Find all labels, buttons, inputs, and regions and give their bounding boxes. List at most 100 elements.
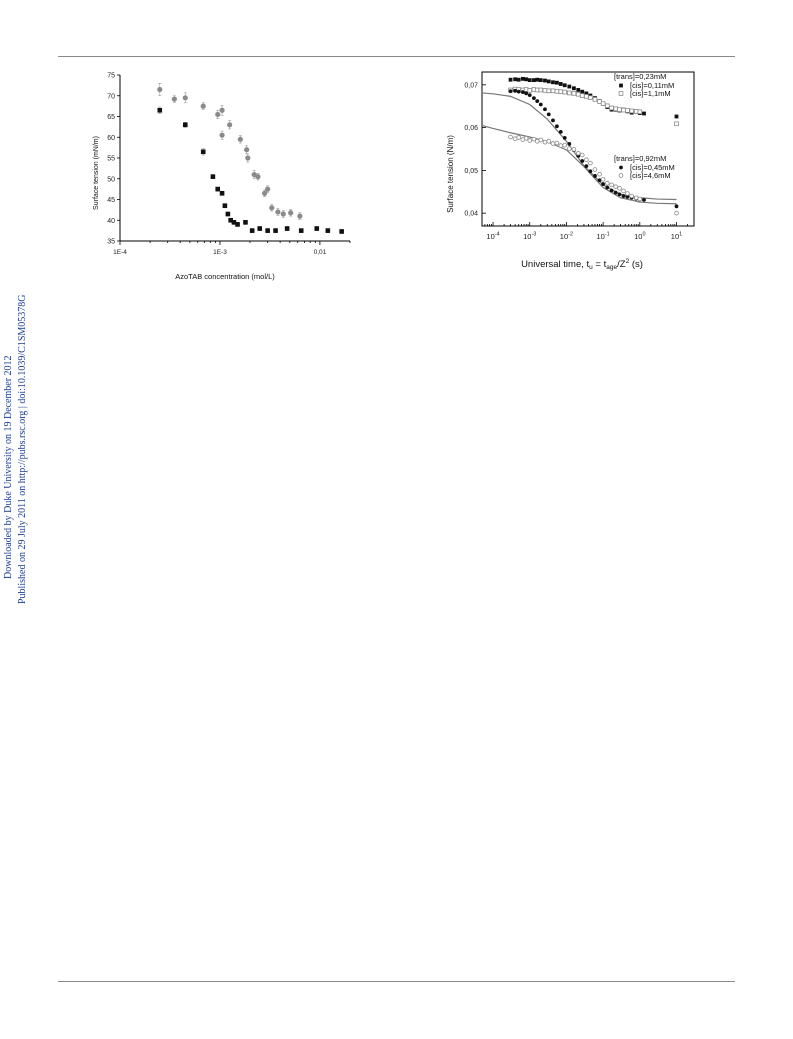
data-point [314,226,320,231]
data-point [554,88,560,94]
x-axis-label-part: = t [593,259,607,270]
data-point [527,138,533,143]
data-point [674,210,679,216]
data-point [604,180,610,186]
data-point [538,78,543,83]
data-point [531,136,537,142]
data-point [604,103,610,109]
data-point [597,171,602,177]
data-point [550,88,556,94]
data-point [625,108,630,113]
data-point [231,220,237,225]
data-point [600,101,606,106]
data-point [554,124,559,129]
data-point [558,143,564,148]
data-point [613,184,618,189]
data-point [579,152,585,158]
data-point [182,95,188,101]
data-point [597,178,602,183]
data-point [520,90,525,95]
data-point [558,82,563,86]
data-point [532,96,536,100]
data-point [584,94,589,99]
data-point [228,217,233,223]
data-point [273,228,278,233]
data-point [265,186,271,192]
data-point [567,141,572,146]
data-point [642,198,646,202]
data-point [558,129,563,134]
data-point [567,90,572,96]
data-point [617,107,622,112]
data-point [527,78,532,83]
data-point [255,174,261,180]
x-axis-label-sub: u [589,264,593,271]
x-tick-label: 100 [634,232,645,242]
x-tick-label: 0,01 [314,249,327,256]
data-point [298,228,304,233]
y-tick-label: 45 [107,197,115,204]
data-point [613,106,618,112]
data-point [546,139,552,144]
data-point [200,103,206,109]
data-point [575,91,581,97]
x-axis-label-part: (s) [629,259,643,270]
legend-label: [cis]=0,45mM [630,163,675,172]
y-tick-label: 55 [107,156,115,163]
data-point [219,107,225,113]
data-point [527,93,532,97]
data-point [508,77,513,82]
data-point [516,135,521,140]
y-axis-label: Surface tension (mN/m) [93,136,100,210]
data-point [516,77,521,82]
data-point [637,196,643,202]
data-point [523,136,529,141]
legend-label: [cis]=0,11mM [630,81,674,90]
data-point [210,174,216,179]
data-point [562,83,567,88]
header-rule [58,56,735,57]
data-point [613,190,618,195]
data-point [235,222,240,227]
data-point [171,96,177,102]
data-point [571,147,577,152]
x-axis-label-sup: 2 [626,258,630,265]
data-point [588,160,593,166]
data-point [237,136,243,142]
data-point [562,89,568,95]
data-point [243,220,248,225]
y-tick-label: 75 [107,73,115,80]
y-tick-label: 0,05 [464,168,478,175]
data-point [527,88,533,93]
data-point [524,77,529,82]
data-point [592,97,598,102]
data-point [605,185,610,190]
data-point [592,167,598,172]
data-point [546,112,551,117]
legend-label: [cis]=4,6mM [630,171,671,180]
data-point [551,80,555,85]
data-point [584,91,589,96]
data-point [200,149,206,155]
legend-marker [619,83,623,88]
x-tick-label: 10-4 [486,232,499,242]
data-point [513,77,518,82]
legend-heading: [trans]=0,92mM [614,154,666,163]
x-axis-label: Universal time, tu = tage/Z2 (s) [521,258,643,271]
data-point [520,76,525,81]
data-point [222,203,228,209]
data-point [601,182,606,186]
data-point [567,84,572,89]
data-point [297,213,303,219]
data-point [325,228,331,233]
y-tick-label: 60 [107,135,115,142]
data-point [535,77,540,82]
x-tick-label: 1E-4 [113,249,127,256]
data-point [538,137,544,143]
data-point [262,190,268,196]
data-point [543,78,547,83]
y-tick-label: 35 [107,239,115,246]
data-point [576,88,581,92]
data-point [284,226,290,231]
download-note: Downloaded by Duke University on 19 Dece… [3,355,14,579]
